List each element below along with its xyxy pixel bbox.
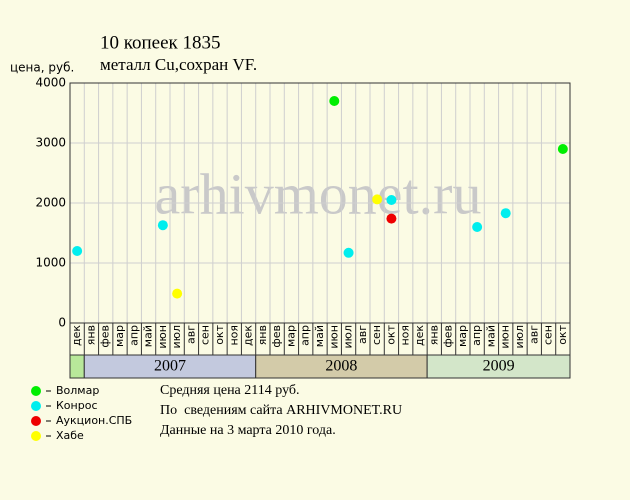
legend-label: Конрос [56,399,98,412]
x-tick-label: апр [470,325,483,346]
lead-band [69,354,85,379]
point [557,144,568,154]
note: По сведениям сайта ARHIVMONET.RU [160,403,402,418]
legend-marker [31,401,41,411]
x-tick-label: июл [342,325,355,348]
watermark: arhivmonet.ru [155,161,482,226]
x-tick-label: дек [242,325,255,346]
point [157,220,168,231]
x-tick-label: мар [456,325,469,347]
x-tick-label: апр [127,325,140,346]
point [329,96,340,106]
y-tick-label: 0 [58,316,66,330]
x-tick-label: июн [327,325,340,349]
x-tick-label: авг [356,325,369,344]
point [172,288,183,299]
x-tick-label: май [484,325,497,347]
point [343,247,354,258]
x-tick-label: май [142,325,155,347]
x-tick-label: авг [184,325,197,344]
x-tick-label: фев [442,325,455,348]
x-tick-label: мар [284,325,297,347]
x-tick-label: ноя [399,325,412,346]
x-tick-label: фев [99,325,112,348]
x-tick-label: дек [70,325,83,346]
x-tick-label: дек [413,325,426,346]
legend-marker [31,386,41,396]
y-tick-label: 3000 [35,136,66,150]
year-label: 2008 [325,358,357,375]
point [72,246,83,256]
x-tick-label: янв [84,325,97,345]
x-tick-label: фев [270,325,283,348]
year-label: 2007 [154,358,186,375]
point [386,213,397,224]
year-label: 2009 [483,358,515,375]
chart-title: 10 копеек 1835 [100,32,221,53]
legend-label: Волмар [56,384,99,397]
note: Средняя цена 2114 руб. [160,383,300,398]
x-tick-label: июл [513,325,526,348]
x-tick-label: окт [384,324,397,344]
x-tick-label: май [313,325,326,347]
legend-marker [31,431,41,441]
x-tick-label: сен [542,325,555,345]
x-tick-label: апр [299,325,312,346]
chart-subtitle: металл Cu,сохран VF. [100,55,257,74]
y-tick-label: 1000 [35,256,66,270]
note: Данные на 3 марта 2010 года. [160,423,336,438]
x-tick-label: июл [170,325,183,348]
y-axis-label: цена, руб. [10,61,74,75]
x-tick-label: окт [556,324,569,344]
legend-label: Хабе [56,429,84,442]
x-tick-label: окт [213,324,226,344]
x-tick-label: июн [499,325,512,349]
x-tick-label: янв [256,325,269,345]
legend-marker [31,416,41,426]
point [386,195,397,205]
x-tick-label: авг [527,325,540,344]
point [500,208,511,219]
point [472,222,483,232]
x-tick-label: июн [156,325,169,349]
y-tick-label: 4000 [35,76,66,90]
point [372,194,383,205]
y-tick-label: 2000 [35,196,66,210]
x-tick-label: сен [370,325,383,345]
x-tick-label: мар [113,325,126,347]
legend-label: Аукцион.СПБ [56,414,132,427]
x-tick-label: янв [427,325,440,345]
x-tick-label: сен [199,325,212,345]
x-tick-label: ноя [227,325,240,346]
